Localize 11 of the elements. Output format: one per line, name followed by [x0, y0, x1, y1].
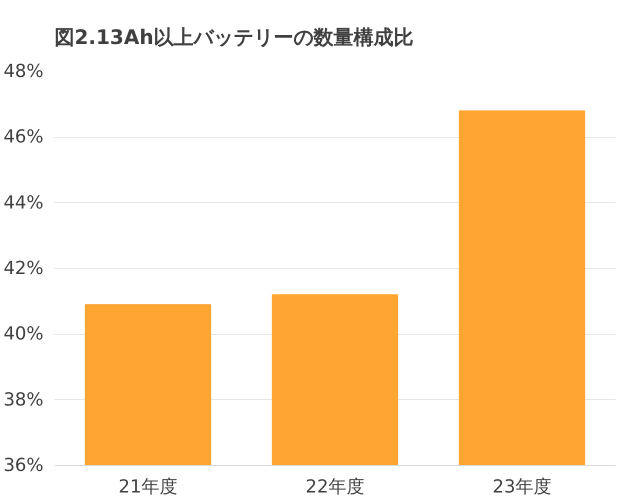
y-tick-label: 36%	[3, 455, 44, 476]
chart-title: 図2.13Ah以上バッテリーの数量構成比	[54, 25, 414, 49]
x-tick-label: 23年度	[492, 476, 552, 498]
y-tick-label: 48%	[3, 61, 44, 82]
y-tick-label: 40%	[3, 324, 44, 345]
x-tick-label: 21年度	[118, 476, 178, 498]
y-tick-label: 46%	[3, 126, 44, 148]
y-tick-label: 38%	[3, 389, 44, 410]
y-tick-label: 42%	[3, 258, 44, 279]
y-tick-label: 44%	[3, 192, 44, 214]
x-tick-label: 22年度	[306, 476, 364, 498]
